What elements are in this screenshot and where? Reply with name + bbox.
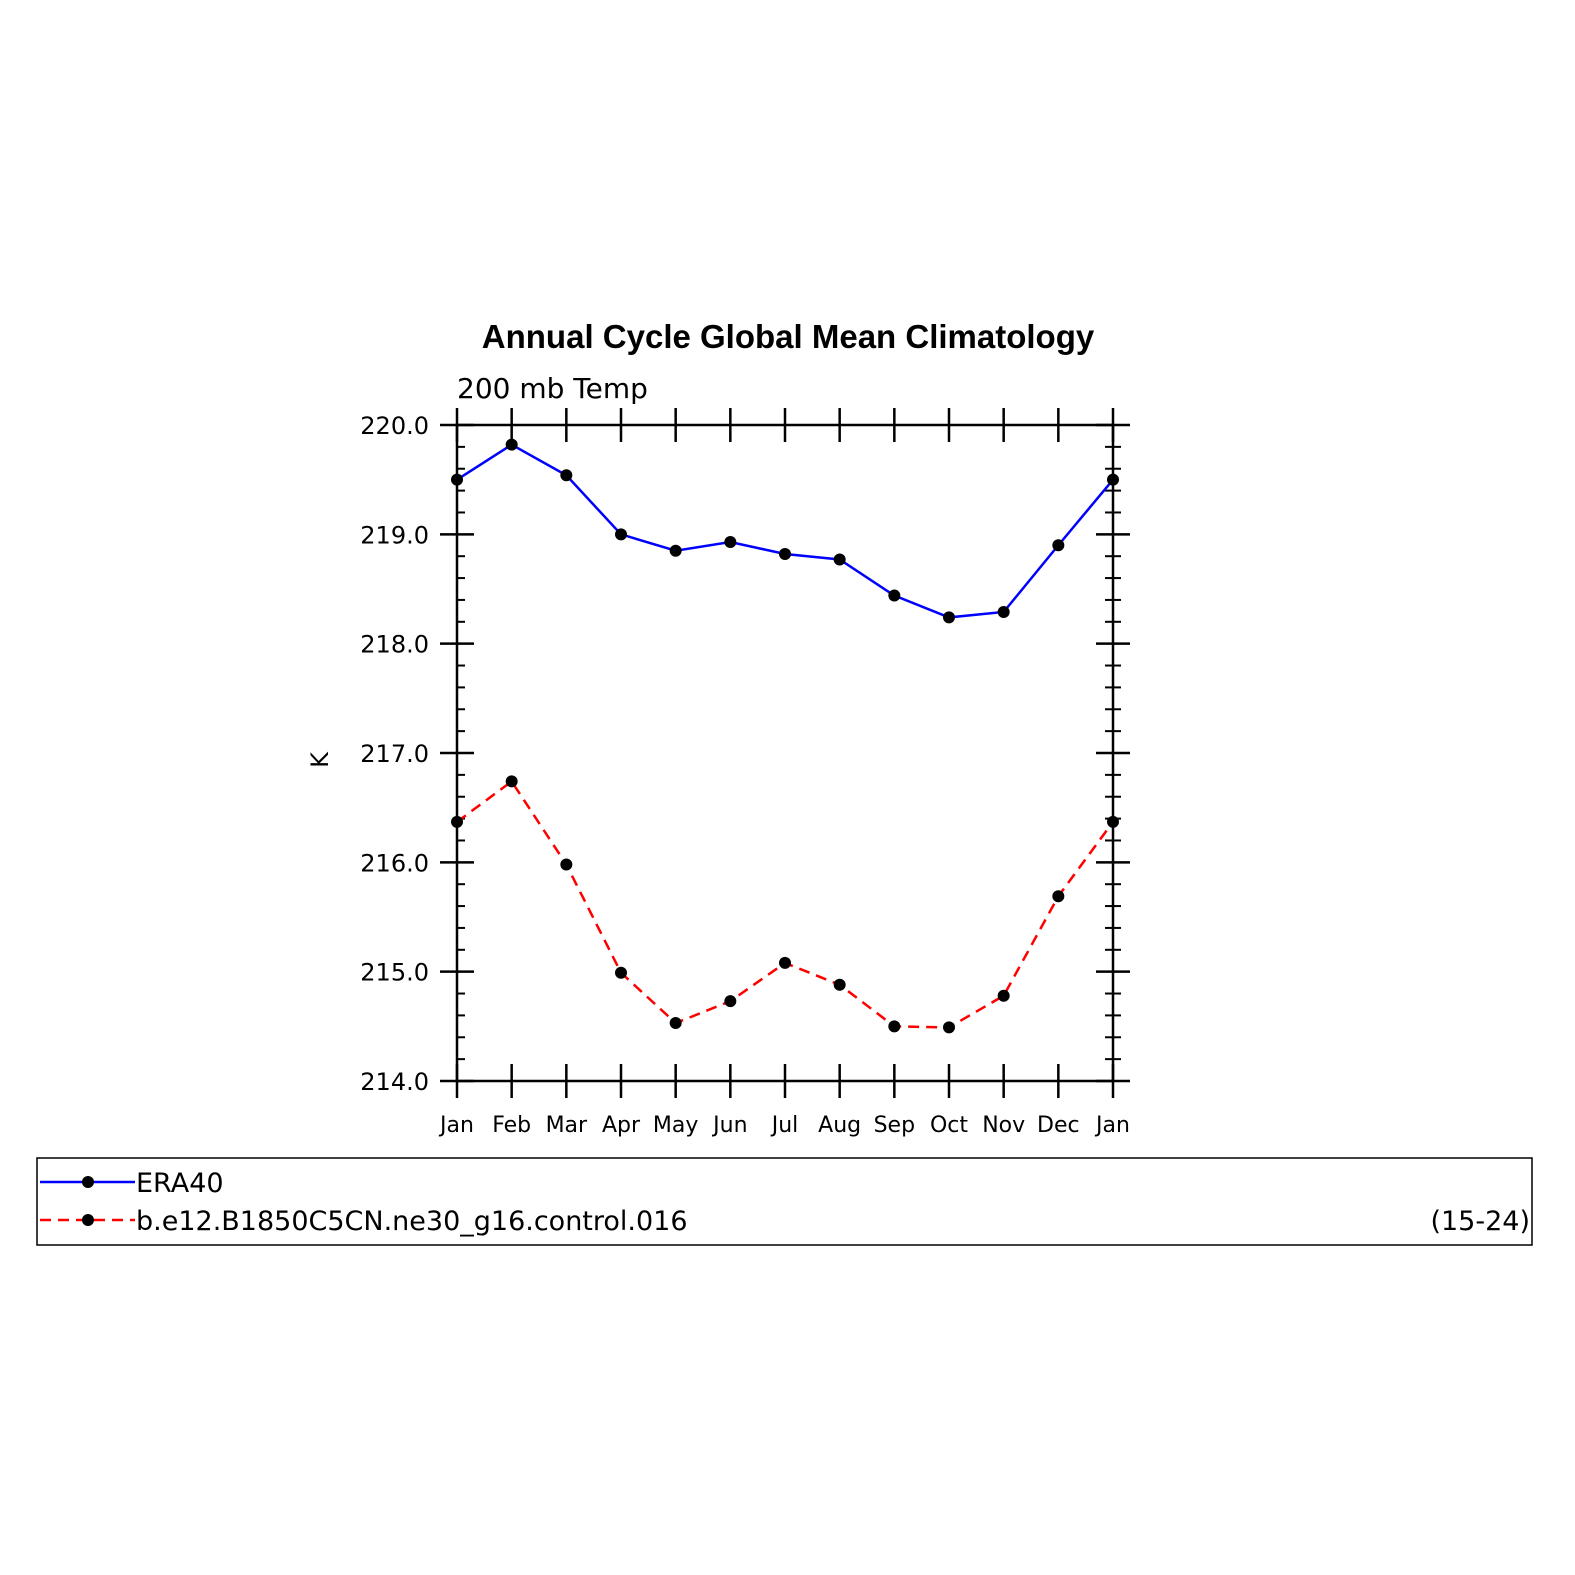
x-tick-label: Oct [930, 1113, 968, 1138]
legend-marker-1 [82, 1214, 94, 1226]
series-0-point [943, 611, 955, 624]
x-tick-label: Jan [1094, 1113, 1130, 1138]
y-tick-label: 214.0 [360, 1068, 429, 1096]
legend-box [36, 1157, 1533, 1246]
series-1-point [505, 775, 518, 788]
series-0-point [615, 528, 627, 541]
x-tick-label: Feb [492, 1113, 531, 1138]
legend: ERA40 b.e12.B1850C5CN.ne30_g16.control.01… [40, 1168, 688, 1237]
x-tick-label: Nov [982, 1113, 1025, 1138]
series-1-point [724, 995, 737, 1008]
plot-frame [455, 423, 1115, 1083]
x-tick-label: Aug [818, 1113, 861, 1138]
series-0-point [505, 438, 518, 451]
series-1-point [833, 978, 846, 991]
series-1-point [943, 1021, 955, 1034]
x-tick-label: Apr [602, 1113, 641, 1138]
series-0-point [833, 553, 846, 566]
y-axis-label: K [306, 751, 334, 768]
series-1-point [997, 989, 1010, 1002]
series-0-point [724, 535, 737, 548]
series-0-point [997, 605, 1010, 618]
series-layer [451, 438, 1119, 1034]
series-1-point [451, 815, 463, 828]
series-1-point [669, 1017, 682, 1030]
series-1-point [615, 966, 627, 979]
series-1-point [560, 858, 573, 871]
x-tick-label: Jan [438, 1113, 474, 1138]
series-0-point [669, 544, 682, 557]
series-line-0 [456, 443, 1114, 619]
x-tick-label: May [653, 1113, 698, 1138]
x-tick-label: Mar [546, 1113, 588, 1138]
series-1-point [888, 1020, 901, 1033]
y-tick-label: 219.0 [360, 521, 429, 549]
chart-subtitle: 200 mb Temp [457, 372, 648, 405]
y-tick-label: 218.0 [360, 631, 429, 659]
legend-note: (15-24) [1430, 1206, 1530, 1237]
legend-marker-0 [82, 1176, 94, 1188]
series-0-point [779, 548, 791, 561]
series-1-point [1107, 815, 1119, 828]
x-tick-label: Dec [1037, 1113, 1080, 1138]
chart-title: Annual Cycle Global Mean Climatology [482, 318, 1095, 355]
legend-label: ERA40 [136, 1168, 224, 1199]
x-tick-label: Jun [711, 1113, 747, 1138]
series-0-point [888, 589, 901, 602]
y-ticks: 214.0 215.0 216.0 217.0 218.0 219.0 220.0 [360, 412, 1130, 1096]
series-0-point [1107, 473, 1119, 486]
x-tick-label: Jul [770, 1113, 799, 1138]
series-1-point [779, 956, 791, 969]
series-line-1 [456, 779, 1115, 1029]
x-ticks: Jan Feb Mar Apr May Jun Jul Aug Sep Oct Nov Dec Jan [438, 408, 1130, 1138]
legend-label: b.e12.B1850C5CN.ne30_g16.control.016 [136, 1206, 688, 1237]
series-0-point [560, 469, 573, 482]
y-tick-label: 217.0 [360, 740, 429, 768]
x-tick-label: Sep [874, 1113, 915, 1138]
series-1-point [1052, 890, 1065, 903]
series-0-point [451, 473, 463, 486]
series-0-point [1052, 539, 1065, 552]
y-tick-label: 216.0 [360, 849, 429, 877]
y-tick-label: 220.0 [360, 412, 429, 440]
y-tick-label: 215.0 [360, 959, 429, 987]
